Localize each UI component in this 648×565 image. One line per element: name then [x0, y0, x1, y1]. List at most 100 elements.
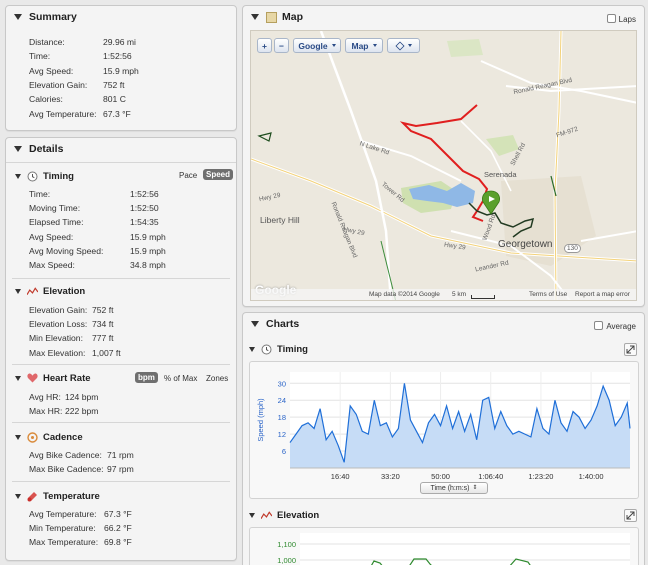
y-tick-label: 18 [278, 413, 286, 422]
stat-value: 34.8 mph [130, 260, 166, 270]
timing-title: Timing [43, 170, 74, 182]
clock-icon [27, 171, 38, 182]
collapse-triangle-icon[interactable] [251, 14, 259, 20]
map-label-i130: 130 [564, 244, 581, 253]
map-label-liberty-hill: Liberty Hill [260, 215, 300, 225]
cadence-section-header[interactable]: Cadence [6, 429, 236, 445]
average-checkbox[interactable]: Average [594, 321, 636, 331]
pace-toggle[interactable]: Pace [179, 171, 198, 180]
elevation-section-header[interactable]: Elevation [6, 283, 236, 299]
heart-icon [27, 373, 38, 384]
elevation-chart[interactable]: 1,100 1,000 [250, 528, 638, 565]
stat-label: Avg Speed: [29, 231, 74, 242]
stat-label: Max Speed: [29, 260, 75, 270]
charts-header[interactable]: Charts [243, 313, 644, 335]
stat-value: 752 ft [92, 305, 114, 315]
elevation-chart-header[interactable]: Elevation [243, 507, 644, 523]
zones-toggle[interactable]: Zones [206, 374, 229, 383]
timing-chart-area: 6 12 18 24 30 16:40 33:20 50:00 1:06:40 1:23:20 1:… [249, 361, 639, 499]
details-title: Details [29, 143, 64, 155]
zoom-out-button[interactable]: − [274, 38, 289, 53]
collapse-triangle-icon[interactable] [251, 321, 259, 327]
stat-label: Avg Temperature: [29, 509, 97, 519]
checkbox-icon[interactable] [606, 14, 616, 23]
map-type-dropdown[interactable]: Map [345, 38, 383, 53]
stat-label: Time: [29, 189, 51, 199]
heart-rate-section-header[interactable]: Heart Rate [6, 370, 236, 386]
bpm-toggle[interactable]: bpm [135, 372, 158, 383]
divider [12, 481, 230, 482]
stat-label: Elevation Gain: [29, 79, 88, 90]
chevron-down-icon [331, 44, 336, 47]
map-canvas[interactable]: + − Google Map Ronald Reagan Blvd N Lake… [250, 30, 637, 301]
report-map-error-link[interactable]: Report a map error [575, 291, 630, 298]
x-tick-label: 50:00 [431, 472, 450, 481]
expand-timing-chart-button[interactable] [624, 343, 637, 356]
stat-value: 71 rpm [107, 450, 134, 460]
stat-label: Avg Temperature: [29, 108, 97, 119]
summary-header[interactable]: Summary [6, 6, 236, 28]
map-provider-dropdown[interactable]: Google [293, 38, 341, 53]
collapse-triangle-icon[interactable] [14, 14, 22, 20]
collapse-triangle-icon[interactable] [249, 512, 255, 518]
thermometer-icon [27, 491, 38, 502]
terms-of-use-link[interactable]: Terms of Use [529, 291, 568, 298]
collapse-triangle-icon[interactable] [14, 146, 22, 152]
map-layers-dropdown[interactable] [387, 38, 420, 53]
y-tick-label: 1,000 [277, 556, 296, 565]
stat-value: 222 bpm [65, 406, 99, 417]
details-panel: Details Timing Pace Speed Time: 1:52:56 Mo… [5, 137, 237, 561]
collapse-triangle-icon[interactable] [249, 346, 255, 352]
expand-elevation-chart-button[interactable] [624, 509, 637, 522]
collapse-triangle-icon[interactable] [15, 173, 21, 179]
clock-icon [261, 344, 272, 355]
y-tick-label: 30 [278, 379, 286, 388]
chevron-down-icon [407, 44, 412, 47]
average-label: Average [606, 322, 636, 331]
x-axis-select[interactable]: Time (h:m:s) ⇕ [420, 482, 488, 494]
timing-chart-header[interactable]: Timing [243, 341, 644, 357]
map-header[interactable]: Map [243, 6, 644, 28]
map-tiles [251, 31, 636, 300]
y-tick-label: 24 [278, 396, 286, 405]
stat-value: 124 bpm [65, 392, 99, 402]
y-tick-label: 12 [278, 430, 286, 439]
stat-value: 752 ft [103, 79, 125, 90]
timing-chart[interactable]: 6 12 18 24 30 16:40 33:20 50:00 1:06:40 1:23:20 1:… [250, 362, 638, 498]
map-title: Map [282, 11, 303, 23]
temperature-title: Temperature [43, 490, 100, 502]
stat-value: 1:52:56 [103, 51, 132, 62]
map-type-label: Map [351, 40, 369, 51]
details-header[interactable]: Details [6, 138, 236, 160]
stat-label: Avg Moving Speed: [29, 245, 104, 256]
elevation-chart-area: 1,100 1,000 [249, 527, 639, 565]
y-axis-label: Speed (mph) [256, 398, 265, 442]
stat-value: 1,007 ft [92, 347, 121, 358]
stat-label: Moving Time: [29, 203, 81, 214]
collapse-triangle-icon[interactable] [15, 493, 21, 499]
timing-section-header[interactable]: Timing [6, 168, 236, 184]
map-data-attribution: Map data ©2014 Google [369, 291, 440, 298]
stat-value: 97 rpm [107, 464, 134, 475]
map-scale-label: 5 km [452, 291, 467, 298]
chevron-down-icon [372, 44, 377, 47]
stat-label: Avg Speed: [29, 65, 74, 76]
stat-label: Time: [29, 51, 51, 62]
percent-of-max-toggle[interactable]: % of Max [164, 374, 198, 383]
stat-label: Min Elevation: [29, 333, 83, 344]
stat-value: 67.3 °F [104, 509, 132, 519]
zoom-in-button[interactable]: + [257, 38, 272, 53]
x-axis-select-label: Time (h:m:s) [430, 484, 470, 492]
temperature-section-header[interactable]: Temperature [6, 488, 236, 504]
elevation-title: Elevation [43, 285, 86, 297]
collapse-triangle-icon[interactable] [15, 375, 21, 381]
x-tick-label: 1:06:40 [478, 472, 503, 481]
speed-toggle[interactable]: Speed [203, 169, 234, 180]
laps-checkbox[interactable]: Laps [606, 14, 636, 24]
stat-value: 15.9 mph [103, 65, 139, 76]
collapse-triangle-icon[interactable] [15, 288, 21, 294]
elevation-icon [27, 286, 38, 297]
collapse-triangle-icon[interactable] [15, 434, 21, 440]
checkbox-icon[interactable] [594, 321, 604, 330]
map-label-georgetown: Georgetown [498, 239, 553, 250]
